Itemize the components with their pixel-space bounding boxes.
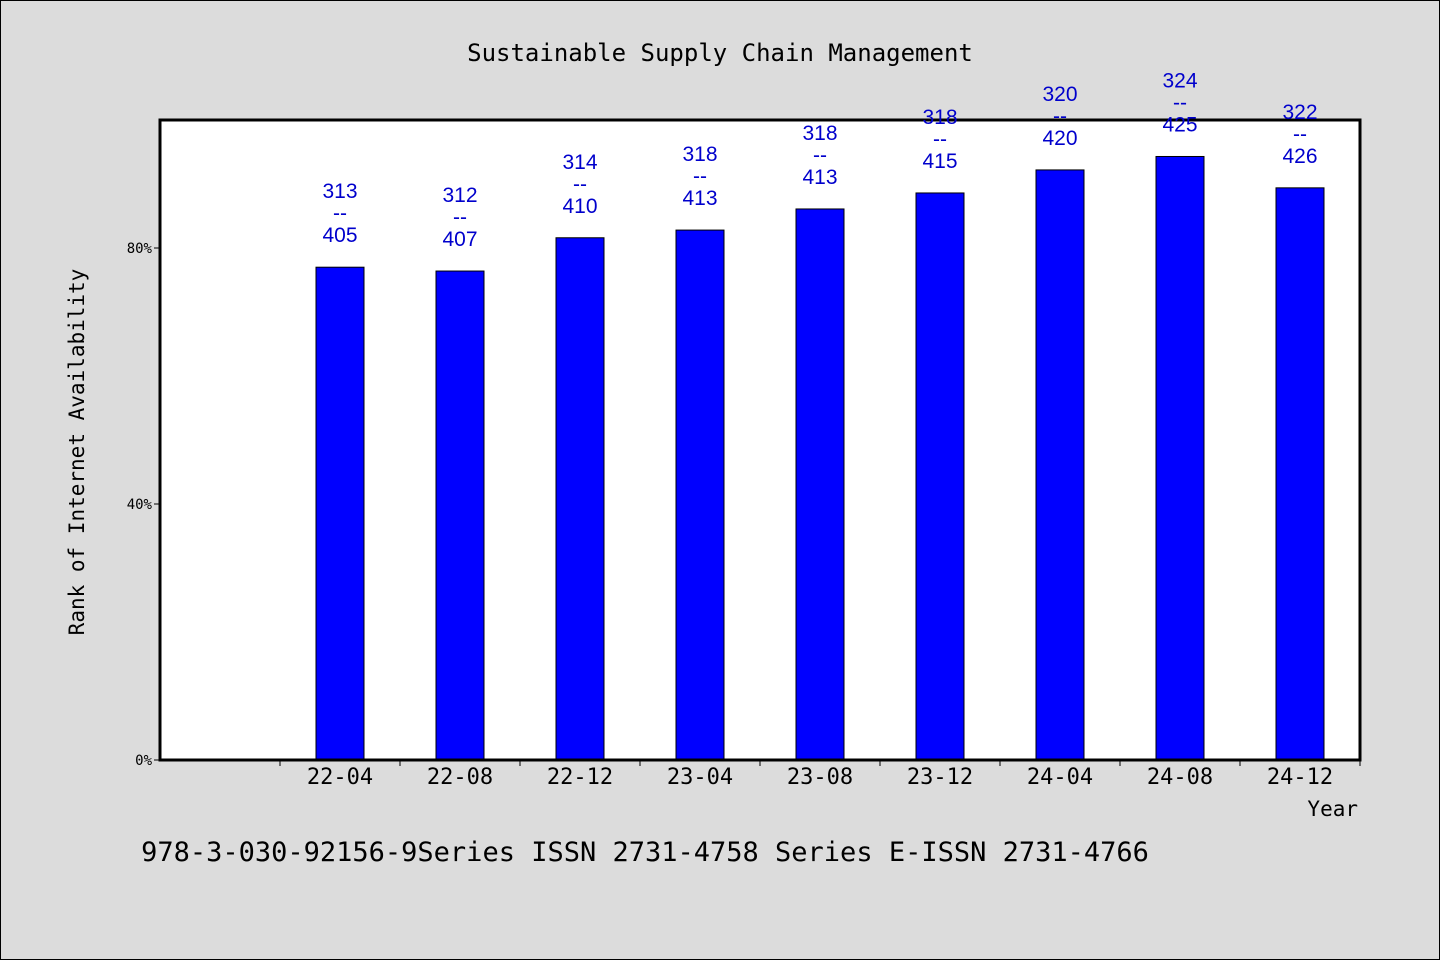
bar-23-08: [795, 208, 845, 761]
x-tick-label-23-12: 23-12: [907, 765, 973, 790]
bar-22-04: [315, 266, 365, 761]
data-label-bottom-22-04: 405: [322, 224, 357, 247]
data-label-top-24-12: 322: [1282, 101, 1317, 124]
x-tick-label-24-04: 24-04: [1027, 765, 1093, 790]
data-label-sep-22-12: --: [573, 173, 587, 196]
bar-22-12: [555, 237, 605, 761]
data-label-bottom-24-12: 426: [1282, 145, 1317, 168]
bar-23-04: [675, 229, 725, 761]
data-label-sep-24-08: --: [1173, 91, 1187, 114]
data-label-top-24-08: 324: [1162, 69, 1197, 92]
bar-22-08: [435, 270, 485, 761]
data-label-top-22-04: 313: [322, 180, 357, 203]
data-label-sep-22-08: --: [453, 206, 467, 229]
bar-24-08: [1155, 155, 1205, 761]
footer-issn-text: 978-3-030-92156-9Series ISSN 2731-4758 S…: [141, 837, 1149, 868]
chart-title: Sustainable Supply Chain Management: [467, 39, 973, 67]
data-label-sep-23-12: --: [933, 128, 947, 151]
data-label-bottom-23-04: 413: [682, 187, 717, 210]
x-axis-label: Year: [1307, 797, 1358, 821]
data-label-top-23-12: 318: [922, 106, 957, 129]
data-label-bottom-22-12: 410: [562, 195, 597, 218]
bars-layer: [315, 155, 1325, 761]
data-label-bottom-23-08: 413: [802, 166, 837, 189]
x-tick-label-22-12: 22-12: [547, 765, 613, 790]
x-tick-label-24-12: 24-12: [1267, 765, 1333, 790]
data-label-bottom-23-12: 415: [922, 150, 957, 173]
y-tick-label-80: 80%: [127, 241, 153, 257]
data-label-sep-24-04: --: [1053, 105, 1067, 128]
bar-23-12: [915, 192, 965, 761]
ticks-layer: 22-04 22-08 22-12 23-04 23-08 23-12 24-04 24-08…: [127, 241, 1361, 790]
data-label-sep-24-12: --: [1293, 123, 1307, 146]
data-label-top-23-04: 318: [682, 143, 717, 166]
data-label-sep-23-04: --: [693, 165, 707, 188]
x-tick-label-23-08: 23-08: [787, 765, 853, 790]
data-label-top-23-08: 318: [802, 122, 837, 145]
data-label-sep-22-04: --: [333, 202, 347, 225]
data-label-top-24-04: 320: [1042, 83, 1077, 106]
y-axis-label: Rank of Internet Availability: [65, 269, 89, 636]
x-tick-label-22-04: 22-04: [307, 765, 373, 790]
data-labels-layer: 313--405312--407314--410318--413318--413…: [322, 69, 1317, 251]
y-tick-label-40: 40%: [127, 497, 153, 513]
data-label-bottom-24-08: 425: [1162, 113, 1197, 136]
bar-24-04: [1035, 169, 1085, 761]
data-label-top-22-08: 312: [442, 184, 477, 207]
data-label-sep-23-08: --: [813, 144, 827, 167]
y-tick-label-0: 0%: [135, 753, 152, 769]
data-label-top-22-12: 314: [562, 151, 597, 174]
x-tick-label-24-08: 24-08: [1147, 765, 1213, 790]
bar-24-12: [1275, 187, 1325, 761]
x-tick-label-22-08: 22-08: [427, 765, 493, 790]
data-label-bottom-22-08: 407: [442, 228, 477, 251]
data-label-bottom-24-04: 420: [1042, 127, 1077, 150]
x-tick-label-23-04: 23-04: [667, 765, 733, 790]
